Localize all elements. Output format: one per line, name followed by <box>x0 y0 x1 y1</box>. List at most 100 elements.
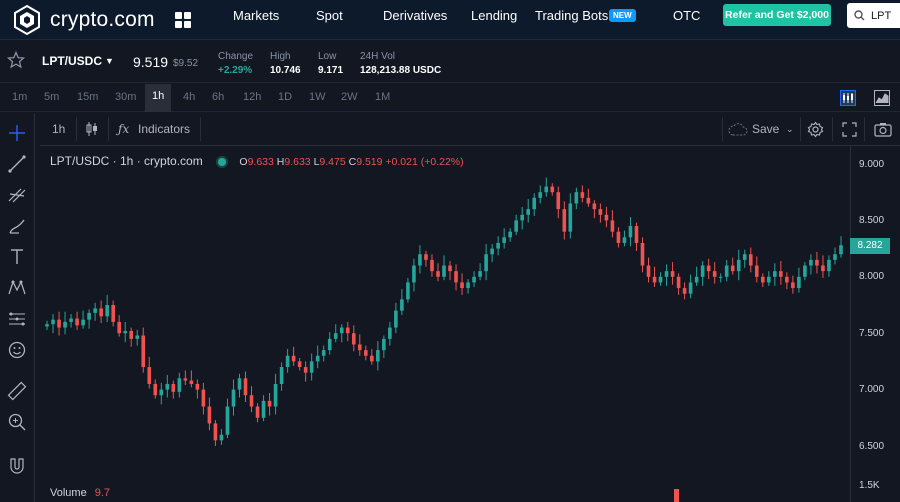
last-price-tag: 8.282 <box>850 238 890 254</box>
prediction-tool-icon[interactable] <box>7 309 27 329</box>
interval-1w[interactable]: 1W <box>309 91 326 103</box>
stat-change: Change +2.29% <box>218 51 253 76</box>
candle-body <box>141 335 146 368</box>
candle-body <box>502 237 506 243</box>
candle-body <box>201 389 206 407</box>
favorite-star-icon[interactable] <box>7 51 25 69</box>
chart-interval-button[interactable]: 1h <box>52 122 66 136</box>
fib-tool-icon[interactable] <box>7 185 27 205</box>
candle-body <box>748 254 753 266</box>
interval-6h[interactable]: 6h <box>212 91 225 103</box>
interval-1d[interactable]: 1D <box>278 91 293 103</box>
cloud-icon[interactable] <box>728 123 748 136</box>
candle-body <box>448 265 452 272</box>
ruler-icon[interactable] <box>7 381 27 401</box>
caret-down-icon[interactable]: ▼ <box>105 56 114 66</box>
interval-1h[interactable]: 1h <box>145 84 172 112</box>
nav-derivatives[interactable]: Derivatives <box>383 8 448 23</box>
interval-5m[interactable]: 5m <box>44 91 60 103</box>
toolbar-divider <box>200 117 201 141</box>
nav-trading-bots[interactable]: Trading Bots <box>535 8 609 23</box>
candle-body <box>400 299 404 311</box>
candle-body <box>514 220 518 232</box>
legend-high: 9.633 <box>284 156 311 168</box>
candle-body <box>628 226 633 238</box>
candle-body <box>388 327 392 339</box>
candle-body <box>351 333 356 345</box>
candle-body <box>285 355 290 368</box>
search-input[interactable] <box>871 9 900 22</box>
interval-2w[interactable]: 2W <box>341 91 358 103</box>
interval-15m[interactable]: 15m <box>77 91 99 103</box>
interval-30m[interactable]: 30m <box>115 91 137 103</box>
brush-icon[interactable] <box>7 216 27 236</box>
pair-selector[interactable]: LPT/USDC <box>42 54 102 68</box>
camera-icon[interactable] <box>874 122 892 137</box>
candle-body <box>123 330 128 334</box>
interval-1mo[interactable]: 1M <box>375 91 391 103</box>
candle-body <box>291 355 296 362</box>
candle-body <box>736 259 741 272</box>
magnet-icon[interactable] <box>7 456 27 476</box>
fx-icon[interactable]: ƒx <box>118 122 130 136</box>
candle-body <box>394 310 398 328</box>
candle-body <box>580 192 585 198</box>
nav-otc[interactable]: OTC <box>673 8 701 23</box>
crosshair-icon[interactable] <box>7 123 27 143</box>
nav-markets[interactable]: Markets <box>233 8 280 23</box>
indicators-button[interactable]: Indicators <box>138 122 191 136</box>
candle-body <box>754 265 759 277</box>
price-axis[interactable] <box>850 146 900 502</box>
candle-body <box>544 186 549 193</box>
interval-1m[interactable]: 1m <box>12 91 28 103</box>
candles-view-icon[interactable] <box>840 90 856 106</box>
candle-body <box>496 242 500 249</box>
drawing-toolbar <box>0 113 35 502</box>
price-chart[interactable] <box>40 146 850 502</box>
candle-body <box>803 265 807 277</box>
market-open-dot <box>218 157 227 166</box>
candle-body <box>454 271 458 283</box>
apps-grid-icon[interactable] <box>174 11 191 28</box>
volume-scale-label: 1.5K <box>859 480 880 491</box>
candle-body <box>658 276 663 283</box>
candle-body <box>550 186 555 193</box>
candle-body <box>364 350 368 356</box>
refer-button[interactable]: Refer and Get $2,000 <box>723 4 831 26</box>
volume-label: Volume <box>50 487 87 499</box>
trend-line-icon[interactable] <box>7 154 27 174</box>
save-chevron-down-icon[interactable]: ⌄ <box>786 124 794 134</box>
stat-volume-label: 24H Vol <box>360 51 396 62</box>
zoom-in-icon[interactable] <box>7 412 27 432</box>
pattern-tool-icon[interactable] <box>7 278 27 298</box>
emoji-icon[interactable] <box>7 340 27 360</box>
candle-body <box>147 367 152 384</box>
interval-4h[interactable]: 4h <box>183 91 196 103</box>
interval-12h[interactable]: 12h <box>243 91 262 103</box>
text-tool-icon[interactable] <box>7 247 27 267</box>
candle-body <box>213 423 218 441</box>
candle-body <box>730 265 735 272</box>
candle-body <box>526 209 531 215</box>
depth-view-icon[interactable] <box>874 90 890 106</box>
candle-body <box>243 378 248 396</box>
logo[interactable]: crypto.com <box>10 3 155 37</box>
candle-body <box>309 361 314 373</box>
candle-body <box>664 271 669 277</box>
fullscreen-icon[interactable] <box>842 122 857 137</box>
nav-lending[interactable]: Lending <box>471 8 518 23</box>
candle-body <box>833 254 837 260</box>
candle-body <box>436 271 440 277</box>
candle-body <box>532 197 537 210</box>
gear-icon[interactable] <box>807 121 824 138</box>
candle-body <box>718 276 723 278</box>
nav-spot[interactable]: Spot <box>316 8 343 23</box>
candle-type-icon[interactable] <box>85 121 99 137</box>
axis-label-7500: 7.500 <box>859 328 885 339</box>
candle-body <box>177 378 182 392</box>
volume-value: 9.7 <box>94 487 110 499</box>
price-usd: $9.52 <box>173 58 199 69</box>
stat-high-label: High <box>270 51 291 62</box>
save-button[interactable]: Save <box>752 122 780 136</box>
search-box[interactable] <box>847 3 900 28</box>
